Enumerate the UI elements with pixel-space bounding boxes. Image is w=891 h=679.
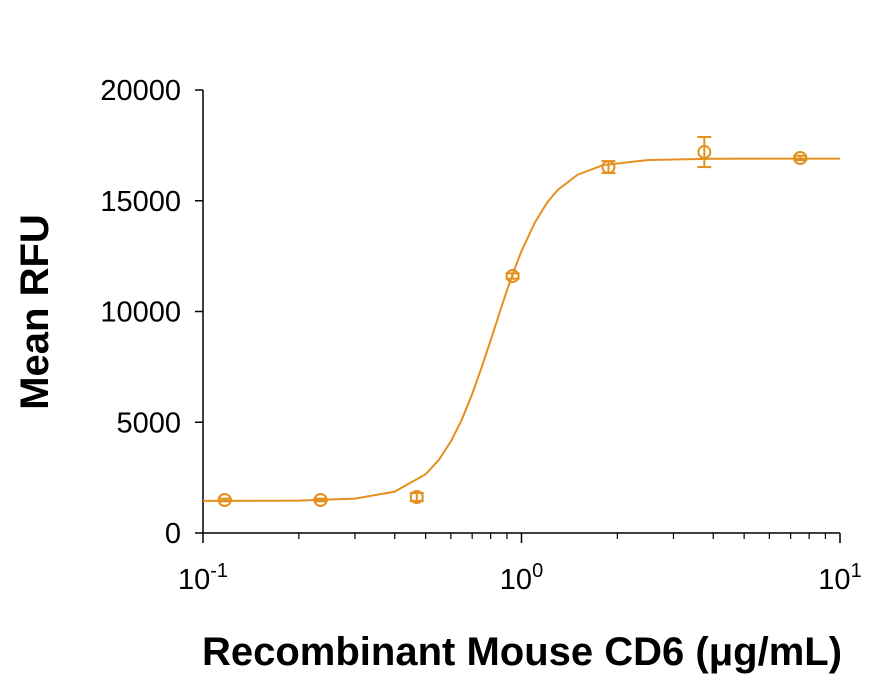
x-tick-label: 10-1: [178, 560, 228, 596]
data-point: [793, 151, 808, 166]
y-tick-label: 15000: [100, 186, 181, 218]
y-tick-label: 10000: [100, 297, 181, 329]
error-bar: [217, 497, 232, 503]
x-tick-base: 10: [500, 564, 532, 596]
x-tick-exponent: -1: [210, 560, 228, 582]
y-axis-label: Mean RFU: [13, 214, 57, 410]
x-axis-label: Recombinant Mouse CD6 (μg/mL): [202, 630, 842, 674]
y-tick-label: 5000: [116, 407, 181, 439]
y-tick-label: 20000: [100, 75, 181, 107]
data-point: [505, 269, 520, 284]
y-tick-label: 0: [165, 518, 181, 550]
x-tick-base: 10: [818, 564, 850, 596]
error-bar: [313, 497, 328, 503]
fit-curve: [202, 157, 841, 502]
data-point: [313, 492, 328, 507]
x-tick-exponent: 0: [532, 560, 543, 582]
data-point: [217, 492, 232, 507]
data-point: [409, 490, 424, 505]
x-tick-exponent: 1: [851, 560, 862, 582]
data-point: [601, 160, 616, 175]
x-tick-base: 10: [178, 564, 210, 596]
error-bar: [697, 135, 712, 169]
data-point: [697, 145, 712, 160]
x-tick-label: 101: [818, 560, 861, 596]
x-tick-label: 100: [500, 560, 543, 596]
